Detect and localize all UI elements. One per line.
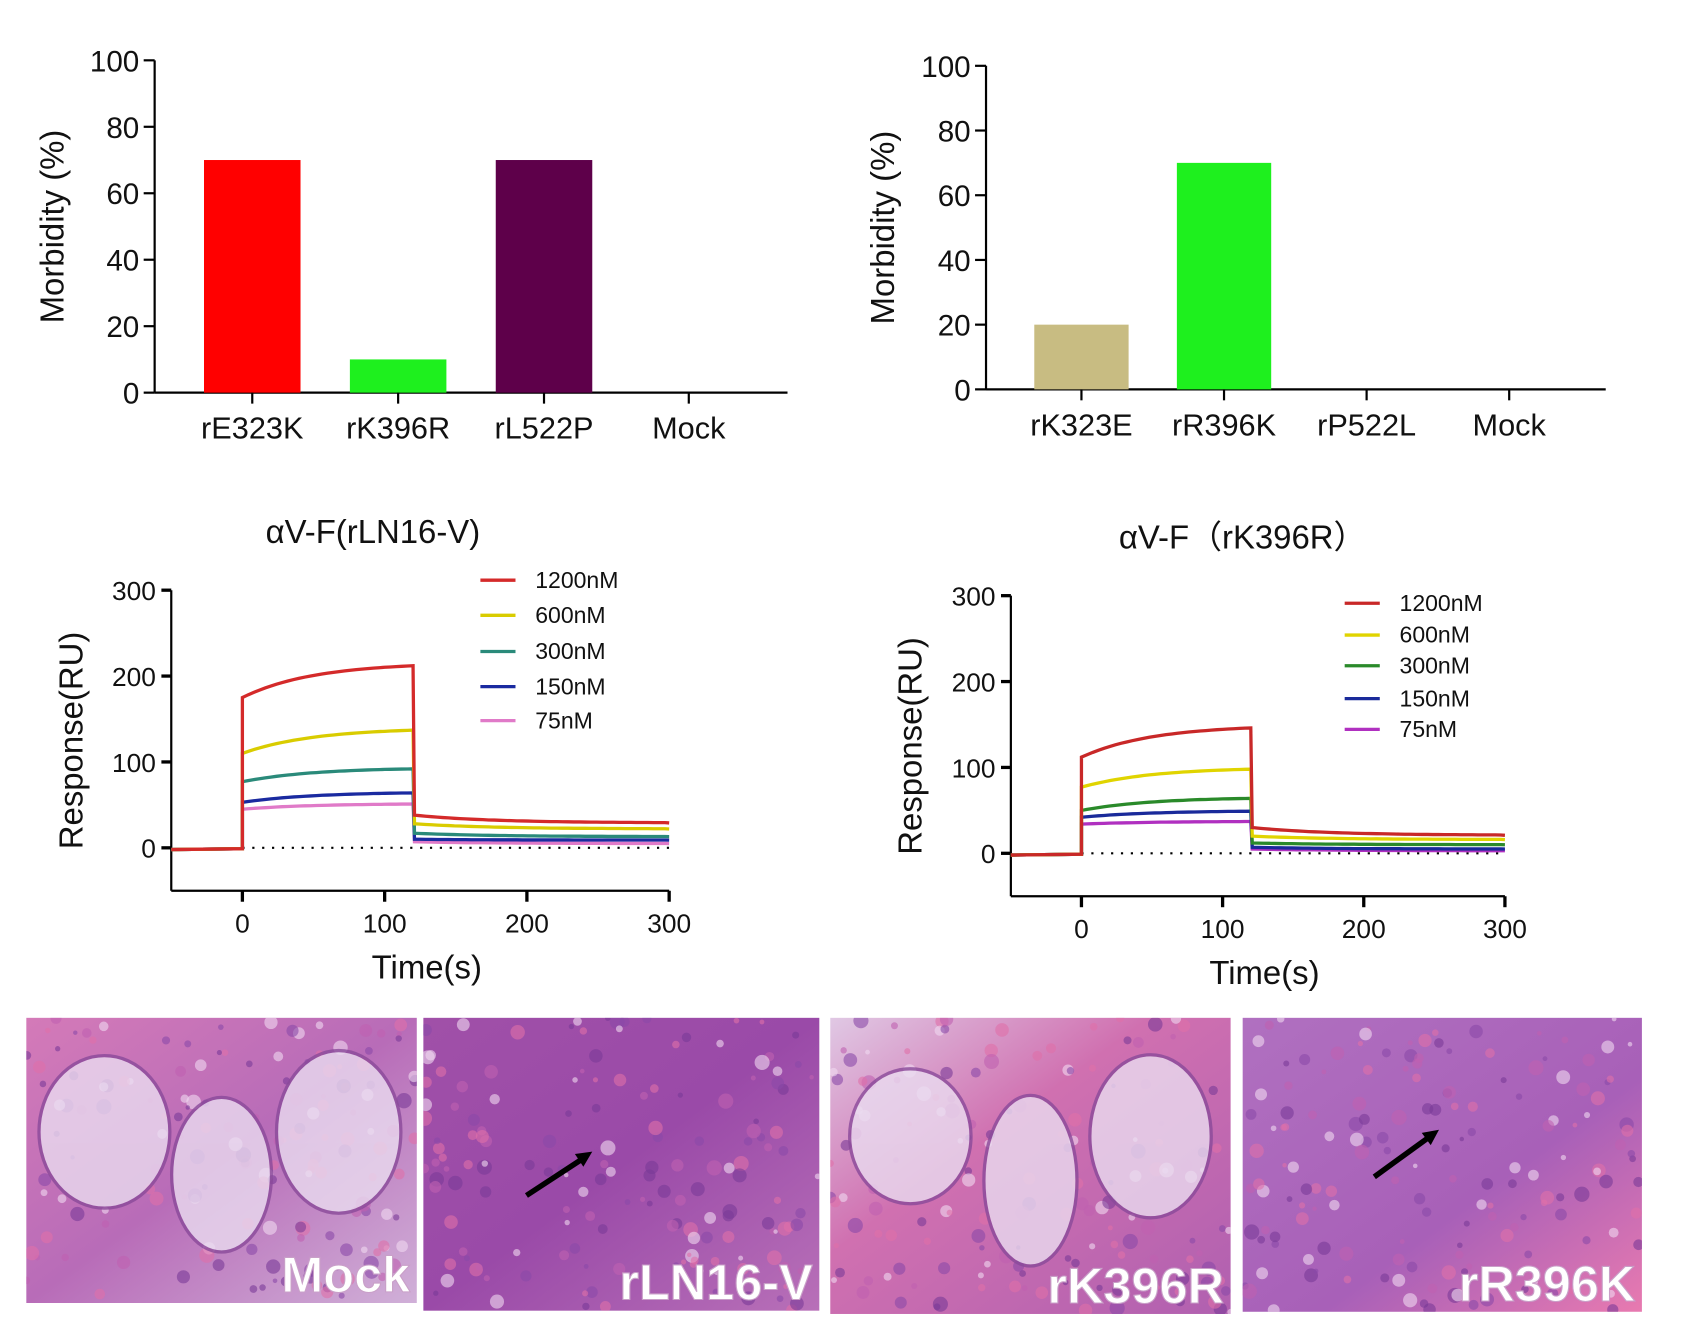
y-tick-label: 20 <box>938 310 971 343</box>
bar-chart-1: 0 20 40 60 80 100 rK323E rR396K rP522L Mock Morbid… <box>864 51 1606 442</box>
legend-label: 300nM <box>1400 652 1470 678</box>
panel-label: rK396R <box>1047 1257 1224 1314</box>
bar-rL522P <box>495 160 593 393</box>
bar-rE323K <box>204 160 301 393</box>
x-tick-label: 0 <box>1074 914 1089 944</box>
category-label: Mock <box>1473 407 1547 442</box>
series-line-75nM <box>171 802 670 852</box>
arrow-icon <box>524 1155 585 1198</box>
chart-title: αV-F（rK396R） <box>1119 518 1366 555</box>
y-tick-label: 100 <box>921 51 970 84</box>
y-axis-label: Morbidity (%) <box>864 131 901 325</box>
legend-label: 1200nM <box>1400 590 1483 616</box>
bar-chart-0: 0 20 40 60 80 100 rE323K rK396R rL522P Mock Morbid… <box>34 45 788 446</box>
panel-label: rR396K <box>1459 1255 1636 1312</box>
y-tick-label: 0 <box>141 834 156 864</box>
y-tick-label: 300 <box>952 582 996 612</box>
panel-label: Mock <box>281 1246 411 1303</box>
y-tick-label: 0 <box>954 374 970 407</box>
x-tick-label: 100 <box>363 908 407 938</box>
category-label: rE323K <box>201 411 304 446</box>
bar-rK396R <box>349 359 447 393</box>
y-tick-label: 80 <box>938 115 971 148</box>
y-axis-label: Morbidity (%) <box>34 130 71 324</box>
y-tick-label: 200 <box>952 667 996 697</box>
legend-label: 75nM <box>1400 716 1458 742</box>
legend-label: 600nM <box>1400 622 1470 648</box>
y-axis-label: Response(RU) <box>891 637 928 855</box>
panel-label: rLN16-V <box>619 1254 813 1311</box>
chart-title: αV-F(rLN16-V) <box>266 513 481 550</box>
series-line-300nM <box>1010 796 1505 857</box>
y-tick-label: 40 <box>106 245 139 278</box>
y-tick-label: 0 <box>981 839 996 869</box>
x-tick-label: 300 <box>647 908 691 938</box>
legend-label: 75nM <box>535 707 593 733</box>
series-line-300nM <box>171 767 670 852</box>
category-label: rK323E <box>1030 407 1132 442</box>
series-line-1200nM <box>1010 726 1506 857</box>
x-tick-label: 0 <box>235 908 250 938</box>
kinetics-chart-2: αV-F(rLN16-V) 0 100 200 300 0 100 200 300 Time(s)… <box>52 513 691 986</box>
x-axis-label: Time(s) <box>1209 954 1319 991</box>
legend-label: 150nM <box>535 673 605 699</box>
x-tick-label: 200 <box>1342 914 1386 944</box>
y-tick-label: 0 <box>123 378 139 411</box>
kinetics-chart-3: αV-F（rK396R） 0 100 200 300 0 100 200 300 Time(s) R… <box>891 518 1527 991</box>
histology-panel-Mock: Mock <box>26 1017 417 1304</box>
series-line-600nM <box>1010 767 1506 857</box>
legend-label: 150nM <box>1400 685 1470 711</box>
bar-rR396K <box>1176 162 1272 390</box>
category-label: rL522P <box>495 411 594 446</box>
series-line-1200nM <box>171 664 670 852</box>
legend-label: 600nM <box>535 602 605 628</box>
histology-panel-rLN16-V: rLN16-V <box>423 1017 820 1311</box>
tissue-texture <box>26 1017 417 1300</box>
tissue-texture <box>1242 1017 1642 1312</box>
x-tick-label: 300 <box>1483 914 1527 944</box>
y-tick-label: 20 <box>106 311 139 344</box>
y-tick-label: 100 <box>90 45 139 78</box>
x-tick-label: 100 <box>1201 914 1245 944</box>
y-tick-label: 60 <box>106 178 139 211</box>
series-line-75nM <box>1010 819 1505 857</box>
y-tick-label: 80 <box>106 112 139 145</box>
category-label: rR396K <box>1172 407 1277 442</box>
x-tick-label: 200 <box>505 908 549 938</box>
x-axis-label: Time(s) <box>372 949 482 986</box>
legend-label: 300nM <box>535 638 605 664</box>
tissue-texture <box>830 1017 1231 1314</box>
category-label: rP522L <box>1317 407 1416 442</box>
tissue-texture <box>423 1017 820 1311</box>
bar-rK323E <box>1034 324 1129 390</box>
category-label: Mock <box>652 411 726 446</box>
y-axis-label: Response(RU) <box>52 632 89 850</box>
series-line-600nM <box>171 728 670 852</box>
category-label: rK396R <box>346 411 450 446</box>
y-tick-label: 200 <box>112 662 156 692</box>
y-tick-label: 60 <box>938 180 971 213</box>
histology-panel-rK396R: rK396R <box>830 1017 1231 1315</box>
arrow-head-icon <box>1421 1129 1440 1146</box>
y-tick-label: 100 <box>952 753 996 783</box>
y-tick-label: 40 <box>938 245 971 278</box>
series-line-150nM <box>1010 809 1505 857</box>
y-tick-label: 300 <box>112 576 156 606</box>
histology-panel-rR396K: rR396K <box>1242 1017 1642 1312</box>
series-line-150nM <box>171 791 670 852</box>
y-tick-label: 100 <box>112 748 156 778</box>
arrow-icon <box>1372 1134 1432 1180</box>
legend-label: 1200nM <box>535 567 618 593</box>
arrow-head-icon <box>574 1151 593 1167</box>
